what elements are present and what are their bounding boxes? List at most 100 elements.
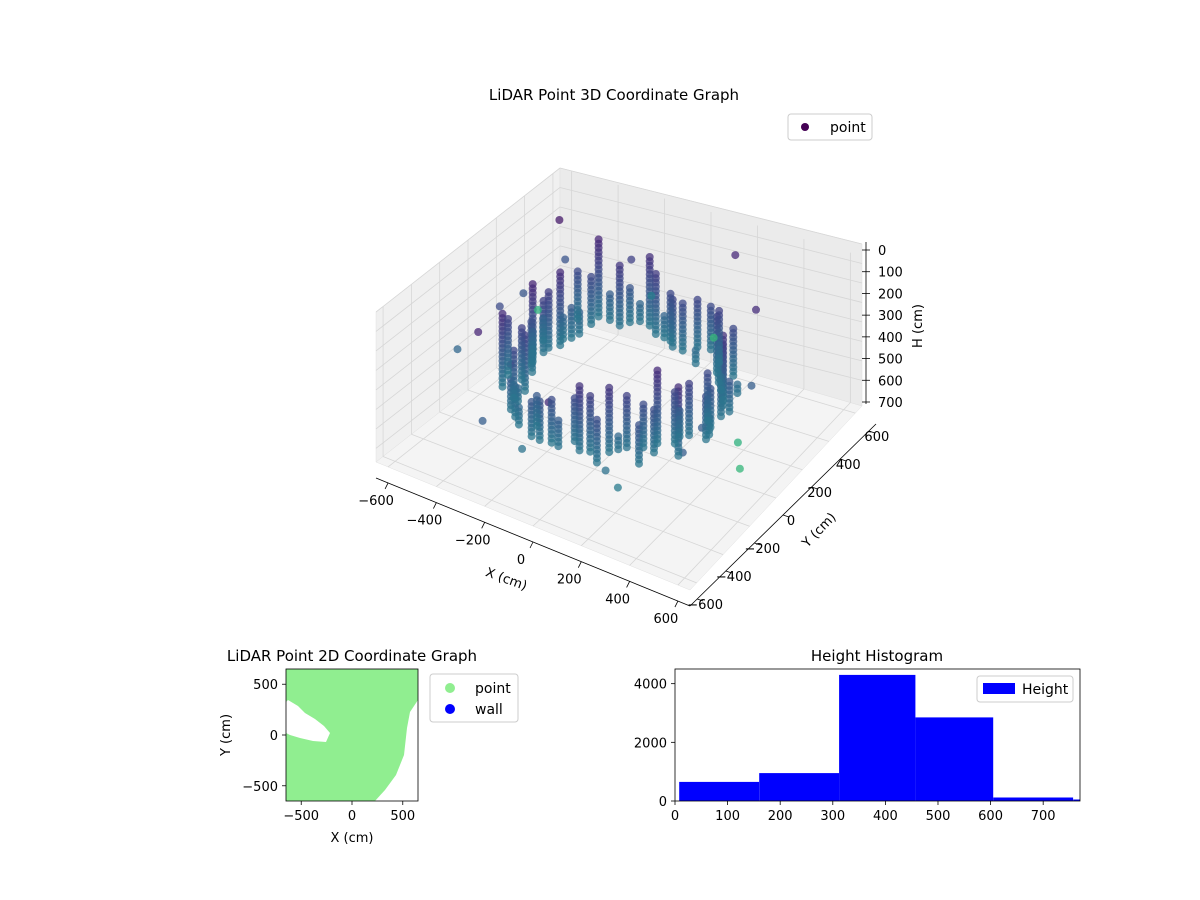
x-tick-label-3d: 0 <box>517 553 525 568</box>
point-3d <box>605 316 614 324</box>
point-3d <box>614 445 623 454</box>
x-axis-label-2d: X (cm) <box>331 831 374 846</box>
point-3d <box>650 448 658 457</box>
point-3d <box>752 305 760 314</box>
point-3d <box>592 458 601 467</box>
x-tick-3d <box>577 561 582 568</box>
y-tick-3d <box>725 570 732 574</box>
x-tick-label-histogram: 600 <box>978 809 1003 824</box>
point-3d <box>587 320 596 328</box>
legend-label-point-2d: point <box>475 681 511 697</box>
x-axis-label-3d: X (cm) <box>483 565 529 594</box>
x-tick-label-histogram: 200 <box>768 809 793 824</box>
x-tick-label-3d: −600 <box>358 494 394 509</box>
point-3d <box>567 333 576 342</box>
x-tick-label-2d: 0 <box>348 809 356 824</box>
point-3d <box>647 291 656 300</box>
point-3d <box>539 336 548 345</box>
point-3d <box>685 431 694 440</box>
chart-histogram: Height Histogram 0 100 200 300 400 500 600 7000… <box>634 647 1081 824</box>
grid-line-y-floor <box>552 323 856 414</box>
y-tick-3d <box>840 458 847 462</box>
x-tick-label-histogram: 500 <box>926 809 951 824</box>
x-tick-label-3d: 200 <box>557 573 582 588</box>
point-3d <box>532 421 541 430</box>
y-tick-3d <box>697 598 704 602</box>
legend-2d: point wall <box>429 673 519 723</box>
point-3d <box>517 375 526 384</box>
y-tick-3d <box>782 514 790 518</box>
y-tick-label-3d: −600 <box>687 598 723 613</box>
y-tick-3d <box>868 430 875 434</box>
legend-marker-point-3d <box>801 123 809 131</box>
x-tick-label-3d: 400 <box>605 592 630 607</box>
point-3d <box>719 395 728 404</box>
y-tick-3d <box>811 486 818 490</box>
x-tick-3d <box>433 502 437 509</box>
x-tick-label-histogram: 300 <box>820 809 845 824</box>
y-axis-label-3d: Y (cm) <box>799 510 840 551</box>
histogram-title: Height Histogram <box>811 647 943 665</box>
point-3d <box>622 443 631 452</box>
point-3d <box>506 405 515 414</box>
ticks-histogram: 0 100 200 300 400 500 600 700 0 2000 4000 <box>634 678 1056 824</box>
point-3d <box>556 341 565 350</box>
point-3d <box>675 432 684 441</box>
point-3d <box>706 423 715 432</box>
point-3d <box>561 255 570 264</box>
z-tick-label-3d: 300 <box>878 309 903 324</box>
z-tick-label-3d: 0 <box>878 244 886 259</box>
y-tick-3d <box>754 542 761 546</box>
point-3d <box>714 378 723 387</box>
point-region-2d <box>286 669 418 801</box>
point-3d <box>575 446 584 455</box>
legend-marker-point-2d <box>445 683 455 693</box>
point-3d <box>554 442 563 451</box>
point-3d <box>705 430 714 439</box>
legend-marker-wall-2d <box>445 704 455 714</box>
y-tick-label-3d: 0 <box>787 514 795 529</box>
point-3d <box>653 439 662 448</box>
point-3d <box>453 345 462 354</box>
legend-3d: point <box>787 113 873 141</box>
point-3d <box>717 385 726 394</box>
point-3d <box>528 349 537 358</box>
point-3d <box>627 255 636 264</box>
x-tick-label-3d: −200 <box>455 533 491 548</box>
point-3d <box>573 314 582 323</box>
point-3d <box>733 438 742 447</box>
y-tick-label-2d: 500 <box>253 678 278 693</box>
histogram-bar <box>759 773 840 801</box>
point-3d <box>691 359 700 368</box>
z-axis-label-3d: H (cm) <box>911 304 926 348</box>
y-tick-label-3d: −400 <box>716 570 752 585</box>
histogram-bars <box>679 674 1080 801</box>
chart-3d: LiDAR Point 3D Coordinate Graph −600 −400… <box>358 86 926 627</box>
point-3d <box>528 357 537 366</box>
point-3d <box>586 447 595 456</box>
point-3d <box>498 382 507 391</box>
y-tick-label-3d: 400 <box>836 458 861 473</box>
histogram-bar <box>993 797 1074 801</box>
histogram-bar <box>839 674 916 801</box>
x-tick-3d <box>529 541 534 549</box>
point-3d <box>706 345 715 354</box>
gap-region-2d <box>286 700 330 742</box>
y-tick-label-3d: 600 <box>864 430 889 445</box>
point-3d <box>747 381 756 390</box>
point-3d <box>528 368 537 376</box>
x-tick-label-histogram: 0 <box>671 809 679 824</box>
point-3d <box>605 448 614 457</box>
point-3d <box>514 420 523 429</box>
grid-3d <box>375 167 863 586</box>
histogram-bar <box>1073 799 1080 801</box>
z-tick-label-3d: 500 <box>878 353 903 368</box>
point-3d <box>717 412 725 421</box>
point-3d <box>670 439 679 448</box>
point-3d <box>729 371 738 380</box>
point-3d <box>674 451 683 460</box>
histogram-bar <box>915 717 994 801</box>
z-tick-label-3d: 400 <box>878 331 903 346</box>
grid-line-x-floor <box>629 388 805 566</box>
point-3d <box>533 305 542 314</box>
